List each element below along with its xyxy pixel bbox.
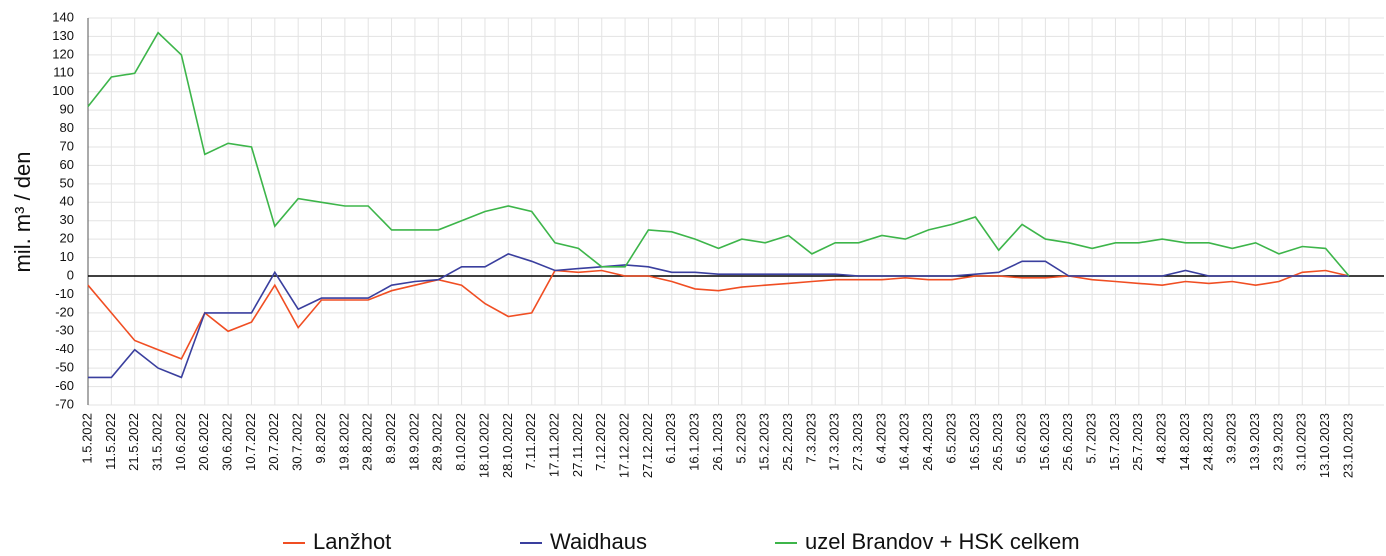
x-tick-label: 7.11.2022 — [523, 413, 538, 470]
y-tick-label: 90 — [60, 102, 74, 117]
y-tick-label: 60 — [60, 157, 74, 172]
x-tick-label: 5.7.2023 — [1084, 413, 1099, 464]
y-tick-label: 110 — [53, 65, 74, 80]
y-tick-label: -10 — [55, 286, 74, 301]
line-series — [87, 31, 1350, 277]
x-tick-label: 31.5.2022 — [149, 413, 164, 471]
x-tick-label: 24.8.2023 — [1200, 413, 1215, 471]
x-tick-label: 13.9.2023 — [1247, 413, 1262, 471]
x-tick-label: 23.9.2023 — [1270, 413, 1285, 471]
x-tick-label: 17.11.2022 — [546, 413, 561, 477]
x-tick-label: 16.5.2023 — [967, 413, 982, 471]
x-tick-label: 5.6.2023 — [1013, 413, 1028, 464]
x-tick-label: 8.10.2022 — [453, 413, 468, 471]
x-tick-label: 25.2.2023 — [780, 413, 795, 471]
x-tick-label: 20.6.2022 — [196, 413, 211, 471]
x-tick-label: 27.12.2022 — [640, 413, 655, 478]
x-tick-label: 25.7.2023 — [1130, 413, 1145, 471]
line-series — [88, 253, 1349, 379]
x-tick-label: 8.9.2022 — [383, 413, 398, 464]
y-tick-label: 130 — [52, 28, 74, 43]
y-tick-label: 20 — [60, 231, 74, 246]
x-tick-label: 30.7.2022 — [290, 413, 305, 471]
x-tick-label: 25.6.2023 — [1060, 413, 1075, 471]
y-tick-label: 70 — [60, 138, 74, 153]
x-tick-label: 17.12.2022 — [617, 413, 632, 478]
y-tick-label: -20 — [55, 304, 74, 319]
x-tick-label: 27.3.2023 — [850, 413, 865, 471]
x-tick-label: 3.9.2023 — [1224, 413, 1239, 464]
x-tick-label: 17.3.2023 — [827, 413, 842, 471]
x-tick-label: 28.9.2022 — [430, 413, 445, 471]
y-tick-label: 10 — [60, 249, 74, 264]
x-tick-label: 1.5.2022 — [79, 413, 94, 464]
x-tick-label: 6.5.2023 — [943, 413, 958, 464]
x-tick-label: 3.10.2023 — [1294, 413, 1309, 471]
x-tick-label: 10.7.2022 — [243, 413, 258, 471]
x-tick-label: 23.10.2023 — [1340, 413, 1355, 478]
x-tick-label: 26.5.2023 — [990, 413, 1005, 471]
x-tick-label: 14.8.2023 — [1177, 413, 1192, 471]
x-tick-label: 20.7.2022 — [266, 413, 281, 471]
x-tick-label: 18.10.2022 — [476, 413, 491, 478]
x-tick-label: 28.10.2022 — [500, 413, 515, 478]
x-tick-label: 15.7.2023 — [1107, 413, 1122, 471]
line-series — [87, 269, 1350, 360]
y-tick-label: 80 — [60, 120, 74, 135]
x-tick-label: 5.2.2023 — [733, 413, 748, 464]
x-tick-label: 9.8.2022 — [313, 413, 328, 464]
x-tick-label: 10.6.2022 — [173, 413, 188, 471]
x-tick-label: 21.5.2022 — [126, 413, 141, 471]
x-tick-label: 13.10.2023 — [1317, 413, 1332, 478]
legend-label: Waidhaus — [550, 529, 647, 554]
y-tick-label: -30 — [55, 323, 74, 338]
x-tick-label: 19.8.2022 — [336, 413, 351, 471]
y-tick-label: 30 — [60, 212, 74, 227]
x-tick-label: 6.4.2023 — [873, 413, 888, 464]
x-tick-label: 26.1.2023 — [710, 413, 725, 471]
x-tick-label: 29.8.2022 — [360, 413, 375, 471]
y-tick-label: 50 — [60, 175, 74, 190]
x-tick-label: 6.1.2023 — [663, 413, 678, 464]
x-tick-label: 26.4.2023 — [920, 413, 935, 471]
y-tick-label: 40 — [60, 194, 74, 209]
y-tick-label: -60 — [55, 378, 74, 393]
x-tick-label: 15.6.2023 — [1037, 413, 1052, 471]
y-tick-label: 140 — [52, 9, 74, 24]
y-tick-label: -40 — [55, 341, 74, 356]
x-tick-label: 4.8.2023 — [1154, 413, 1169, 464]
legend-label: uzel Brandov + HSK celkem — [805, 529, 1080, 554]
y-axis-label: mil. m³ / den — [10, 151, 35, 272]
x-tick-label: 16.1.2023 — [687, 413, 702, 471]
x-tick-label: 16.4.2023 — [897, 413, 912, 471]
y-tick-label: 120 — [52, 46, 74, 61]
y-tick-label: -70 — [55, 396, 74, 411]
x-tick-label: 30.6.2022 — [220, 413, 235, 471]
x-tick-label: 27.11.2022 — [570, 413, 585, 477]
x-tick-label: 15.2.2023 — [757, 413, 772, 471]
y-tick-label: 0 — [67, 267, 74, 282]
x-tick-label: 7.3.2023 — [803, 413, 818, 464]
x-tick-label: 7.12.2022 — [593, 413, 608, 471]
x-tick-label: 11.5.2022 — [103, 413, 118, 470]
y-tick-label: 100 — [52, 83, 74, 98]
y-tick-label: -50 — [55, 360, 74, 375]
legend-label: Lanžhot — [313, 529, 391, 554]
x-tick-label: 18.9.2022 — [406, 413, 421, 471]
